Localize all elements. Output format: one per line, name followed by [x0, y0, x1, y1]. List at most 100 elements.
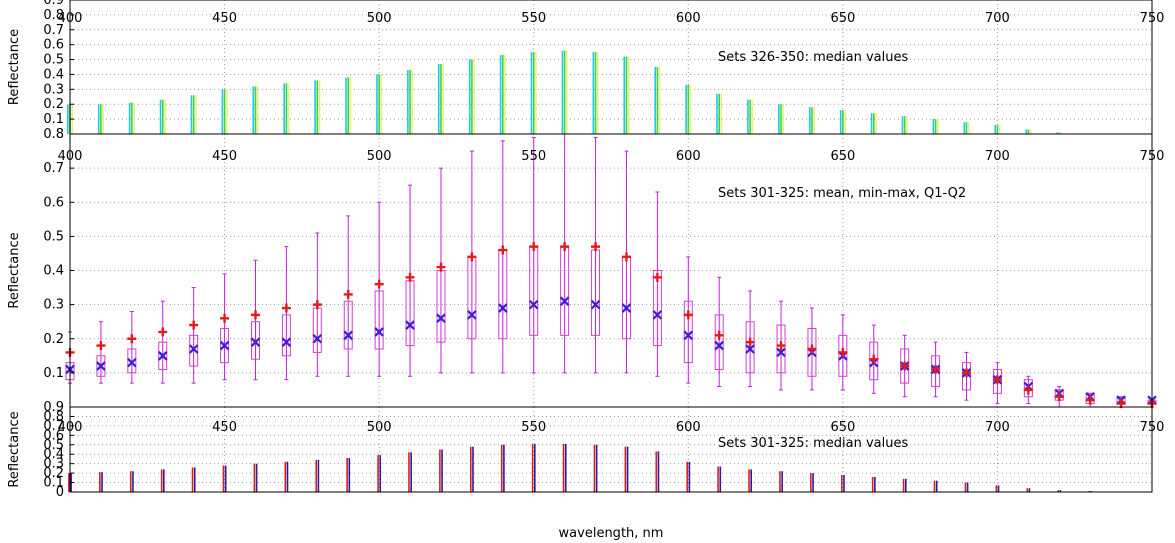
bar [997, 485, 1000, 492]
bar [903, 116, 906, 134]
x-tick-label: 600 [676, 420, 701, 435]
y-tick-label: 0.8 [43, 127, 64, 142]
bar [592, 52, 595, 134]
bar [346, 458, 348, 492]
bar [439, 449, 441, 492]
bar [875, 113, 877, 134]
bar [132, 471, 134, 492]
bar [287, 83, 290, 134]
bar [315, 459, 318, 492]
y-tick-label: 0 [56, 485, 64, 500]
mean-point [343, 289, 353, 299]
quartile-box [992, 368, 1002, 394]
bar [535, 52, 537, 134]
mean-point [931, 364, 941, 374]
mean-point [189, 320, 199, 330]
x-tick-label: 700 [985, 149, 1010, 164]
bar [161, 99, 164, 134]
bar [935, 480, 938, 492]
bar [1028, 488, 1031, 492]
bar [933, 480, 936, 492]
bar [750, 469, 753, 492]
panel-bottom-annotation: Sets 301-325: median values [718, 436, 908, 451]
bar [872, 113, 875, 134]
bar [1027, 129, 1030, 134]
x-axis-label: wavelength, nm [559, 526, 664, 541]
bar [284, 461, 287, 492]
bar [255, 463, 258, 492]
quartile-box [189, 334, 199, 367]
x-tick-label: 600 [676, 11, 701, 26]
x-tick-label: 500 [367, 420, 392, 435]
bar [937, 119, 939, 134]
bar [870, 113, 873, 134]
bar [718, 93, 720, 134]
bar [687, 84, 690, 134]
bar [749, 99, 751, 134]
bar [252, 86, 255, 134]
median-point [405, 320, 415, 330]
panel-top-y-label: Reflectance [7, 29, 22, 105]
bar [102, 104, 104, 134]
bar [530, 52, 533, 134]
y-tick-label: 0.7 [43, 419, 64, 434]
panel-bottom: 00.10.20.30.40.50.60.70.80.9 400 450 500 55… [7, 400, 1164, 500]
bar [966, 482, 969, 492]
median-point [343, 330, 354, 341]
mean-point [776, 341, 786, 351]
mean-point [992, 375, 1002, 385]
bar [779, 471, 781, 492]
bar [874, 476, 876, 492]
bar [283, 83, 285, 134]
x-tick-label: 750 [1140, 11, 1165, 26]
median-point [312, 333, 323, 344]
mean-point [900, 361, 910, 371]
mean-point [498, 245, 508, 255]
mean-point [621, 252, 631, 262]
x-tick-label: 400 [58, 420, 83, 435]
mean-point [745, 337, 755, 347]
bar [811, 107, 813, 134]
bar [131, 102, 133, 134]
quartile-box [220, 328, 230, 364]
mean-point [1085, 395, 1095, 405]
bar [901, 116, 904, 134]
bar [658, 67, 661, 134]
bar [596, 52, 599, 134]
quartile-box [343, 300, 353, 350]
x-tick-label: 450 [212, 149, 237, 164]
bar [345, 77, 347, 134]
bar [224, 465, 227, 492]
bar [813, 107, 815, 134]
bar [440, 64, 442, 134]
bar [1026, 488, 1029, 492]
bar [998, 125, 1001, 134]
y-tick-label: 0.2 [43, 332, 64, 347]
x-tick-label: 400 [58, 11, 83, 26]
bar [594, 52, 597, 134]
median-point [498, 303, 508, 313]
median-point [281, 337, 292, 347]
median-point [127, 357, 137, 368]
y-tick-label: 0.6 [43, 428, 64, 443]
bar [842, 110, 844, 134]
mean-point [220, 313, 230, 323]
bar [195, 95, 197, 134]
median-point [776, 347, 786, 358]
x-tick-label: 650 [830, 149, 855, 164]
panel-bottom-x-ticks: 400 450 500 550 600 650 700 750 [58, 420, 1165, 435]
bar [964, 482, 967, 492]
x-tick-label: 450 [212, 420, 237, 435]
bar [285, 83, 288, 134]
panel-middle-grid [69, 133, 1153, 407]
quartile-box [838, 334, 848, 377]
bar [472, 446, 474, 492]
bar [566, 50, 568, 134]
y-tick-label: 0.5 [43, 438, 64, 453]
bar [780, 104, 782, 134]
mean-point [405, 272, 415, 282]
bar [844, 110, 846, 134]
bar [996, 125, 999, 134]
median-point [157, 351, 168, 361]
